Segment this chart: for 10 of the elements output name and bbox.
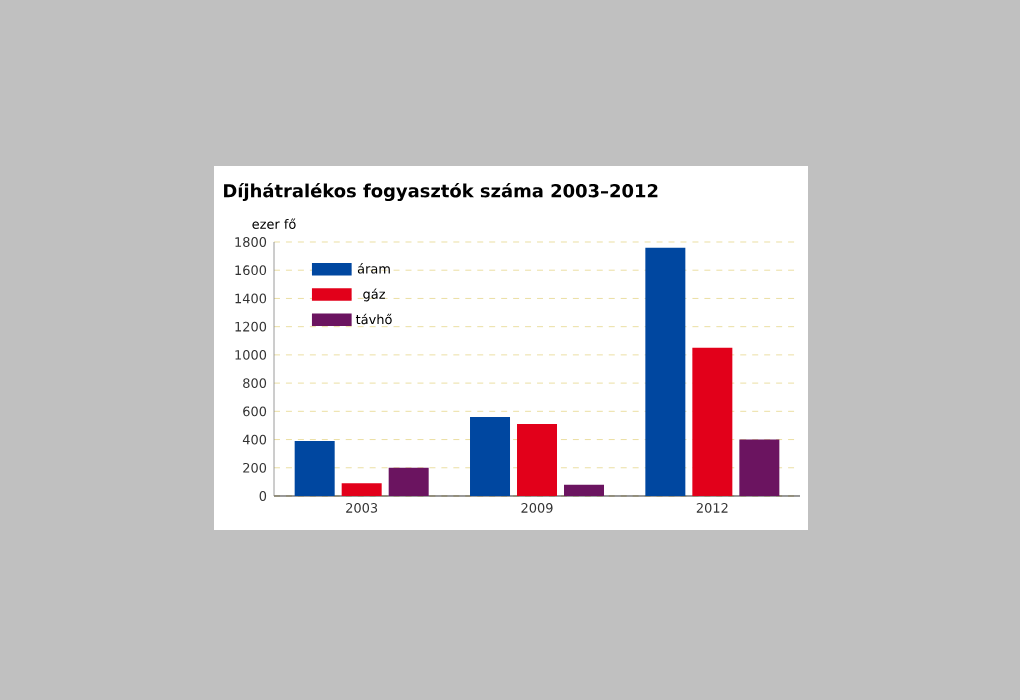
chart-title: Díjhátralékos fogyasztók száma 2003–2012: [224, 182, 658, 202]
bar: [388, 467, 429, 496]
bar: [739, 439, 780, 496]
bar: [645, 247, 686, 496]
bar: [564, 484, 605, 496]
bar: [470, 416, 511, 496]
bar: [341, 483, 382, 496]
bar: [517, 424, 558, 496]
bar: [294, 440, 335, 496]
bar: [692, 347, 733, 496]
